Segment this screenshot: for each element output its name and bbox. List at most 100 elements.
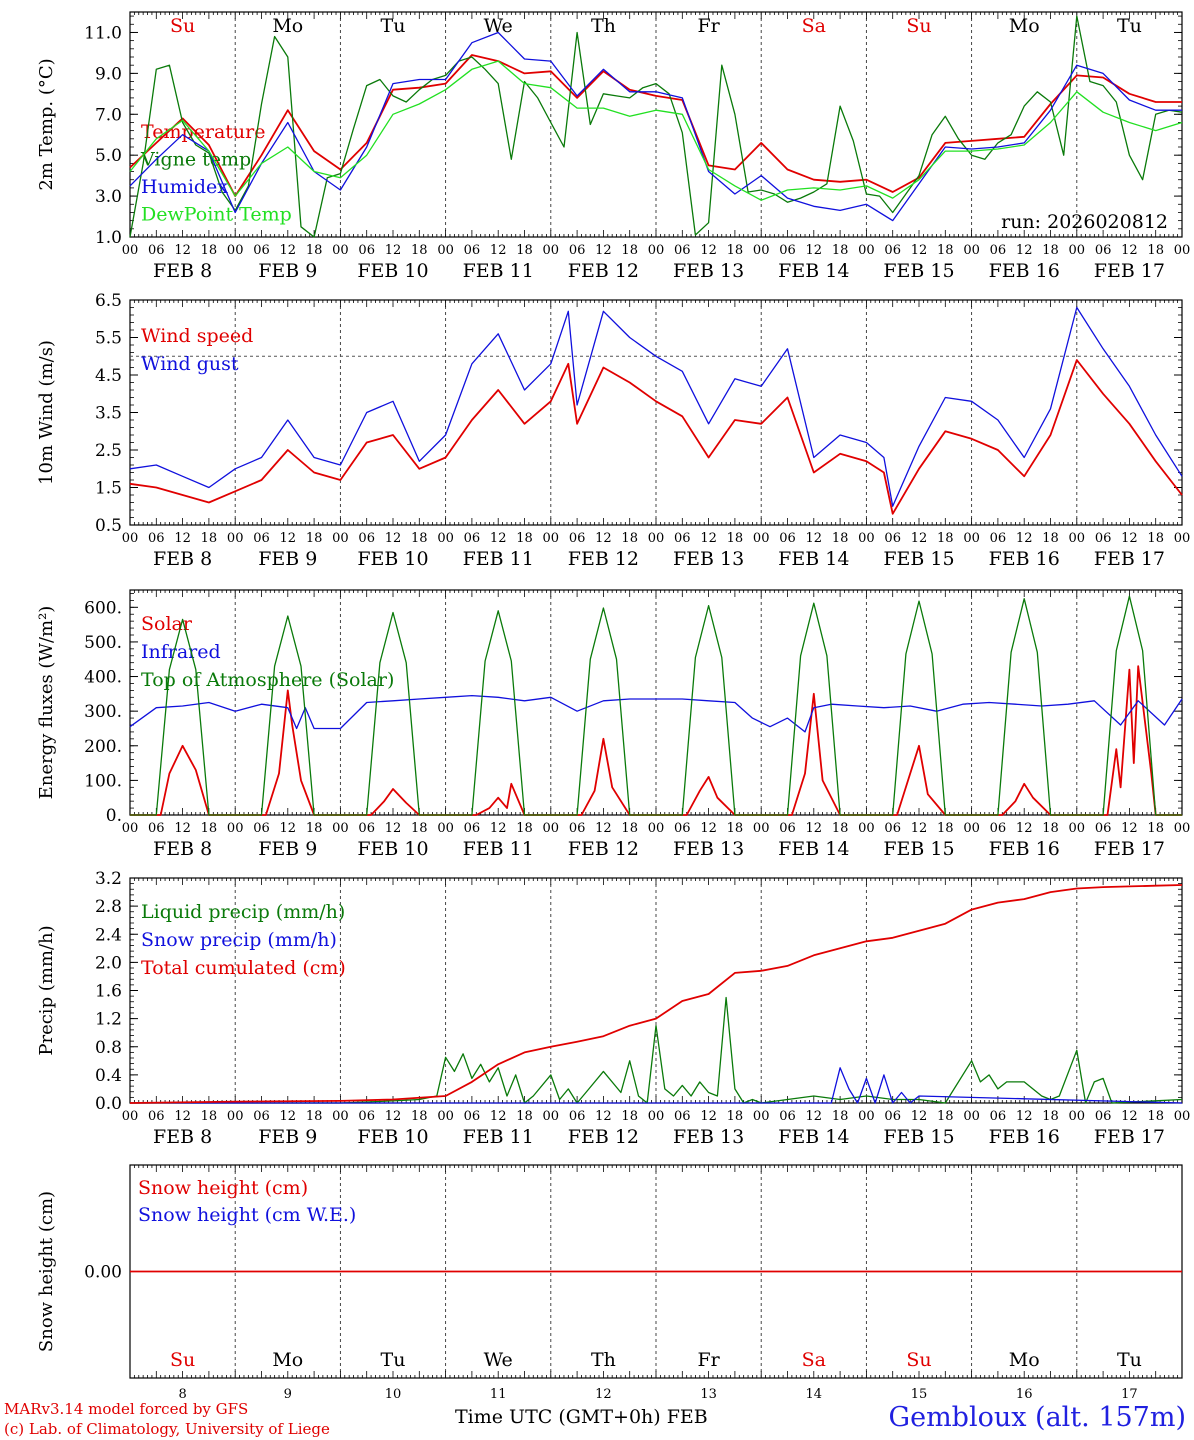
date-label: FEB 8 — [153, 548, 212, 570]
hour-tick-label: 06 — [148, 243, 165, 258]
hour-tick-label: 06 — [990, 821, 1007, 836]
hour-tick-label: 00 — [963, 821, 980, 836]
hour-tick-label: 18 — [1042, 1109, 1059, 1124]
hour-tick-label: 18 — [937, 243, 954, 258]
hour-tick-label: 06 — [464, 1109, 481, 1124]
weekday-label: We — [484, 15, 513, 37]
hour-tick-label: 00 — [227, 243, 244, 258]
y-axis-label-energy: Energy fluxes (W/m²) — [36, 606, 57, 800]
y-tick-label: 600. — [84, 598, 122, 618]
hour-tick-label: 12 — [700, 821, 717, 836]
hour-tick-label: 00 — [332, 821, 349, 836]
hour-tick-label: 18 — [727, 1109, 744, 1124]
series-line-temp-3 — [129, 60, 1183, 201]
hour-tick-label: 00 — [543, 531, 560, 546]
hour-tick-label: 00 — [858, 243, 875, 258]
series-line-precip-2 — [129, 884, 1183, 1104]
hour-tick-label: 00 — [332, 531, 349, 546]
date-label: FEB 9 — [258, 838, 317, 860]
legend-entry-energy-2: Top of Atmosphere (Solar) — [141, 669, 394, 691]
hour-tick-label: 06 — [884, 531, 901, 546]
panel-frame-wind — [129, 299, 1183, 526]
hour-tick-label: 12 — [385, 243, 402, 258]
y-tick-label: 0. — [106, 806, 122, 826]
hour-tick-label: 18 — [201, 531, 218, 546]
hour-tick-label: 06 — [779, 1109, 796, 1124]
hour-tick-label: 12 — [806, 821, 823, 836]
hour-tick-label: 12 — [595, 243, 612, 258]
hour-tick-label: 00 — [543, 1109, 560, 1124]
date-label: FEB 12 — [568, 260, 639, 282]
hour-tick-label: 06 — [253, 821, 270, 836]
series-line-temp-2 — [129, 31, 1182, 222]
legend-entry-precip-0: Liquid precip (mm/h) — [141, 901, 345, 923]
weekday-label: Su — [906, 15, 931, 37]
hour-tick-label: 00 — [1174, 1109, 1191, 1124]
weekday-label: Fr — [697, 15, 720, 37]
weekday-label: Su — [906, 1349, 931, 1371]
y-tick-label: 1.2 — [95, 1010, 122, 1030]
hour-tick-label: 18 — [832, 821, 849, 836]
hour-tick-label: 18 — [201, 821, 218, 836]
weekday-label: Tu — [381, 15, 406, 37]
hour-tick-label: 06 — [674, 1109, 691, 1124]
hour-tick-label: 06 — [990, 243, 1007, 258]
legend-entry-temp-3: DewPoint Temp — [141, 204, 292, 226]
hour-tick-label: 06 — [1095, 1109, 1112, 1124]
date-label: FEB 16 — [989, 838, 1060, 860]
y-axis-label-snow: Snow height (cm) — [36, 1191, 57, 1352]
hour-tick-label: 18 — [621, 1109, 638, 1124]
weekday-label: Mo — [272, 15, 303, 37]
hour-tick-label: 06 — [253, 1109, 270, 1124]
date-label: FEB 8 — [153, 838, 212, 860]
hour-tick-label: 18 — [1147, 243, 1164, 258]
hour-tick-label: 00 — [753, 1109, 770, 1124]
series-line-wind-1 — [129, 306, 1183, 507]
date-label: FEB 9 — [258, 548, 317, 570]
y-tick-label: 3.0 — [95, 187, 122, 207]
hour-tick-label: 00 — [227, 821, 244, 836]
hour-tick-label: 06 — [990, 531, 1007, 546]
hour-tick-label: 12 — [1016, 243, 1033, 258]
hour-tick-label: 00 — [963, 243, 980, 258]
y-axis-label-precip: Precip (mm/h) — [36, 925, 57, 1055]
hour-tick-label: 00 — [648, 531, 665, 546]
hour-tick-label: 00 — [437, 1109, 454, 1124]
hour-tick-label: 18 — [516, 821, 533, 836]
hour-tick-label: 18 — [621, 243, 638, 258]
hour-tick-label: 12 — [385, 821, 402, 836]
weekday-label: Sa — [802, 15, 826, 37]
hour-tick-label: 12 — [280, 531, 297, 546]
hour-tick-label: 00 — [648, 821, 665, 836]
hour-tick-label: 00 — [648, 243, 665, 258]
hour-tick-label: 12 — [911, 243, 928, 258]
hour-tick-label: 12 — [385, 1109, 402, 1124]
date-label: FEB 12 — [568, 1126, 639, 1148]
day-number-label: 13 — [700, 1387, 717, 1402]
hour-tick-label: 00 — [753, 243, 770, 258]
hour-tick-label: 06 — [779, 531, 796, 546]
hour-tick-label: 18 — [727, 243, 744, 258]
day-number-label: 10 — [385, 1387, 402, 1402]
legend-entry-wind-1: Wind gust — [141, 353, 239, 375]
hour-tick-label: 00 — [1069, 243, 1086, 258]
weekday-label: We — [484, 1349, 513, 1371]
hour-tick-label: 12 — [174, 1109, 191, 1124]
hour-tick-label: 18 — [1042, 531, 1059, 546]
hour-tick-label: 12 — [1016, 531, 1033, 546]
y-tick-label: 0.00 — [84, 1263, 122, 1283]
y-tick-label: 200. — [84, 737, 122, 757]
date-label: FEB 11 — [463, 548, 534, 570]
y-tick-label: 5.0 — [95, 146, 122, 166]
hour-tick-label: 00 — [437, 821, 454, 836]
weekday-label: Th — [591, 15, 616, 37]
hour-tick-label: 06 — [464, 821, 481, 836]
hour-tick-label: 18 — [516, 243, 533, 258]
hour-tick-label: 00 — [122, 821, 139, 836]
hour-tick-label: 00 — [1174, 821, 1191, 836]
weekday-label: Tu — [381, 1349, 406, 1371]
hour-tick-label: 06 — [674, 243, 691, 258]
legend-entry-precip-1: Snow precip (mm/h) — [141, 929, 337, 951]
hour-tick-label: 12 — [806, 243, 823, 258]
